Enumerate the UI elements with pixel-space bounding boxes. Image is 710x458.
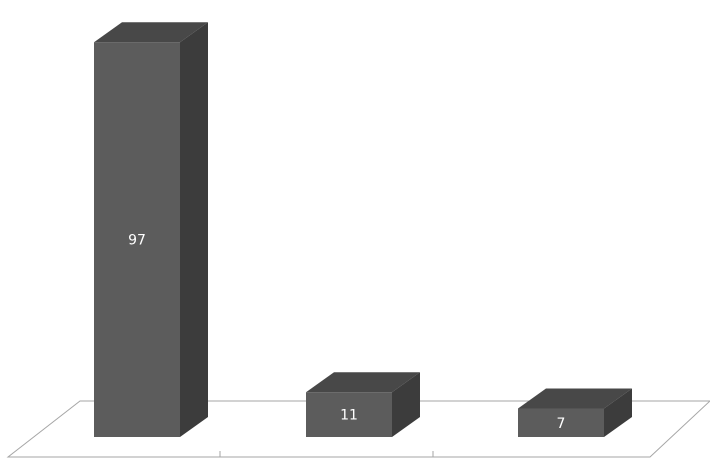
bar-top-face (306, 372, 420, 393)
bar (518, 388, 632, 437)
bar-value-label: 97 (128, 233, 146, 249)
floor-outline (6, 400, 710, 458)
bar-value-label: 7 (557, 416, 566, 432)
bar-side-face (180, 22, 208, 438)
bar-side-face (392, 372, 420, 437)
bar-top-face (94, 22, 208, 43)
bar-front-face (94, 42, 180, 438)
bars-group (94, 22, 632, 438)
bar-front-face (518, 408, 604, 437)
bar-value-label: 11 (340, 408, 358, 424)
bar-top-face (518, 388, 632, 409)
bar (306, 372, 420, 437)
bar-front-face (306, 392, 392, 437)
bar (94, 22, 208, 438)
data-labels-group: 97 11 7 (128, 233, 565, 432)
bar-side-face (604, 388, 632, 437)
chart-floor (6, 400, 710, 458)
